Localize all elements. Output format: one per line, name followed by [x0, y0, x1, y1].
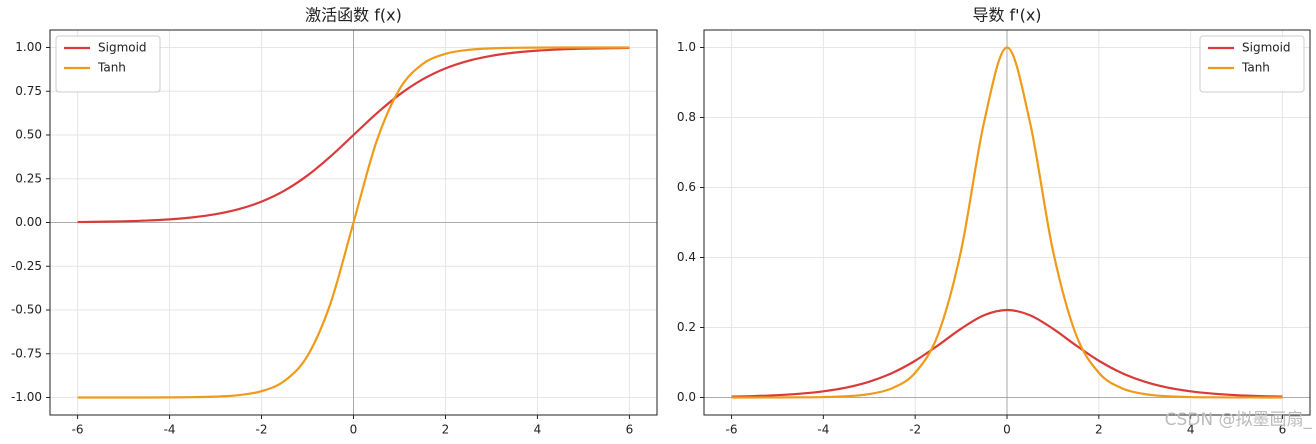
x-tick-label: -2: [256, 423, 268, 437]
x-tick-label: 4: [534, 423, 542, 437]
y-tick-label: 0.6: [677, 180, 696, 194]
y-tick-label: -0.50: [11, 303, 42, 317]
x-tick-label: 6: [1279, 423, 1287, 437]
y-tick-label: 1.0: [677, 40, 696, 54]
chart-title: 激活函数 f(x): [305, 6, 402, 25]
legend-label: Sigmoid: [98, 41, 147, 55]
x-tick-label: -4: [164, 423, 176, 437]
x-tick-label: 0: [350, 423, 358, 437]
x-tick-label: 2: [1095, 423, 1103, 437]
legend-label: Sigmoid: [1242, 41, 1291, 55]
legend-box: [1199, 35, 1305, 93]
y-tick-label: 1.00: [15, 40, 42, 54]
x-tick-label: 2: [442, 423, 450, 437]
line: [731, 46, 1283, 399]
x-tick-label: 4: [1187, 423, 1195, 437]
plot-frame: [49, 29, 658, 416]
legend-label: Tanh: [1241, 61, 1270, 75]
y-tick-label: 0.2: [677, 320, 696, 334]
x-tick-label: 0: [1003, 423, 1011, 437]
y-tick-label: -0.25: [11, 259, 42, 273]
y-tick-label: -0.75: [11, 346, 42, 360]
y-tick-label: 0.8: [677, 110, 696, 124]
legend-label: Tanh: [97, 61, 126, 75]
y-tick-label: -1.00: [11, 390, 42, 404]
watermark: CSDN @拟墨画扇_: [1165, 410, 1313, 430]
y-tick-label: 0.75: [15, 84, 42, 98]
y-tick-label: 0.4: [677, 250, 696, 264]
line: [77, 46, 630, 399]
x-tick-label: -2: [909, 423, 921, 437]
plot-frame: [703, 29, 1311, 416]
line: [77, 46, 630, 224]
x-tick-label: -6: [72, 423, 84, 437]
line: [731, 308, 1283, 398]
y-tick-label: 0.00: [15, 215, 42, 229]
y-tick-label: 0.50: [15, 128, 42, 142]
y-tick-label: 0.25: [15, 171, 42, 185]
x-tick-label: 6: [626, 423, 634, 437]
y-tick-label: 0.0: [677, 390, 696, 404]
chart-title: 导数 f'(x): [972, 6, 1041, 25]
legend-box: [55, 35, 161, 93]
x-tick-label: -6: [726, 423, 738, 437]
x-tick-label: -4: [817, 423, 829, 437]
